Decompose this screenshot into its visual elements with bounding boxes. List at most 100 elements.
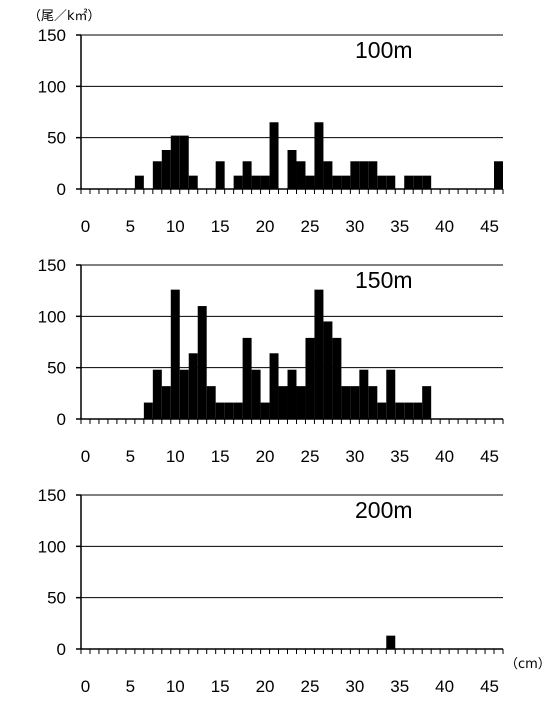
x-tick-label-45: 45 bbox=[480, 677, 499, 696]
bar-150m-32 bbox=[368, 386, 378, 419]
bar-200m-34 bbox=[386, 635, 396, 649]
panel-depth-label: 150m bbox=[355, 267, 413, 293]
x-tick-label-35: 35 bbox=[390, 447, 409, 466]
y-tick-label-0: 0 bbox=[57, 410, 66, 429]
x-tick-label-20: 20 bbox=[256, 217, 275, 236]
bar-100m-19 bbox=[251, 175, 261, 189]
x-tick-label-10: 10 bbox=[166, 677, 185, 696]
bar-150m-12 bbox=[188, 353, 198, 419]
x-tick-label-15: 15 bbox=[211, 677, 230, 696]
bar-100m-36 bbox=[404, 175, 414, 189]
x-tick-label-30: 30 bbox=[345, 217, 364, 236]
x-axis-unit-label: （cm） bbox=[505, 657, 548, 672]
y-tick-label-150: 150 bbox=[38, 486, 66, 505]
y-tick-label-50: 50 bbox=[47, 589, 66, 608]
y-tick-label-50: 50 bbox=[47, 359, 66, 378]
bar-100m-17 bbox=[233, 175, 243, 189]
x-tick-label-20: 20 bbox=[256, 677, 275, 696]
bar-100m-23 bbox=[287, 149, 297, 189]
x-tick-label-40: 40 bbox=[435, 447, 454, 466]
bar-150m-28 bbox=[332, 337, 342, 419]
y-tick-label-50: 50 bbox=[47, 129, 66, 148]
x-tick-label-45: 45 bbox=[480, 217, 499, 236]
x-tick-label-30: 30 bbox=[345, 677, 364, 696]
panel-3: 0 50 100 150 0 5 10 15 20 25 30 35 40 45 200m bbox=[38, 486, 504, 696]
x-tick-label-10: 10 bbox=[166, 217, 185, 236]
x-tick-label-20: 20 bbox=[256, 447, 275, 466]
y-tick-label-150: 150 bbox=[38, 256, 66, 275]
y-tick-label-0: 0 bbox=[57, 640, 66, 659]
bar-150m-9 bbox=[161, 386, 171, 419]
bar-150m-31 bbox=[359, 369, 369, 419]
bar-100m-31 bbox=[359, 161, 369, 189]
x-tick-label-35: 35 bbox=[390, 217, 409, 236]
bar-100m-34 bbox=[386, 175, 396, 189]
x-tick-label-25: 25 bbox=[300, 447, 319, 466]
bar-150m-26 bbox=[314, 289, 324, 419]
bar-100m-10 bbox=[170, 135, 180, 189]
x-tick-label-40: 40 bbox=[435, 217, 454, 236]
bar-150m-19 bbox=[251, 369, 261, 419]
bar-150m-37 bbox=[413, 402, 423, 419]
bar-100m-8 bbox=[152, 161, 162, 189]
bar-100m-15 bbox=[215, 161, 225, 189]
bar-150m-35 bbox=[395, 402, 405, 419]
bar-150m-8 bbox=[152, 369, 162, 419]
panel-depth-label: 200m bbox=[355, 497, 413, 523]
x-tick-label-5: 5 bbox=[126, 217, 135, 236]
bar-150m-18 bbox=[242, 337, 252, 419]
bar-100m-12 bbox=[188, 175, 198, 189]
bar-100m-29 bbox=[341, 175, 351, 189]
bar-100m-27 bbox=[323, 161, 333, 189]
bar-150m-36 bbox=[404, 402, 414, 419]
bar-150m-38 bbox=[422, 386, 432, 419]
bar-150m-27 bbox=[323, 321, 333, 419]
bar-100m-24 bbox=[296, 161, 306, 189]
bar-150m-30 bbox=[350, 386, 360, 419]
bar-150m-20 bbox=[260, 402, 270, 419]
x-tick-label-25: 25 bbox=[300, 677, 319, 696]
panel-1: 0 50 100 150 0 5 10 15 20 25 30 35 40 45 100m bbox=[38, 26, 504, 236]
bar-100m-20 bbox=[260, 175, 270, 189]
x-tick-label-45: 45 bbox=[480, 447, 499, 466]
bar-150m-16 bbox=[224, 402, 234, 419]
bar-100m-38 bbox=[422, 175, 432, 189]
y-tick-label-100: 100 bbox=[38, 77, 66, 96]
bar-150m-7 bbox=[143, 402, 153, 419]
bar-100m-11 bbox=[179, 135, 189, 189]
bar-150m-21 bbox=[269, 353, 279, 419]
bar-150m-34 bbox=[386, 369, 396, 419]
x-tick-label-5: 5 bbox=[126, 447, 135, 466]
bar-150m-25 bbox=[305, 337, 315, 419]
y-tick-label-100: 100 bbox=[38, 537, 66, 556]
panel-2: 0 50 100 150 0 5 10 15 20 25 30 35 40 45 150m bbox=[38, 256, 504, 466]
bar-100m-37 bbox=[413, 175, 423, 189]
bar-100m-9 bbox=[161, 149, 171, 189]
x-tick-label-35: 35 bbox=[390, 677, 409, 696]
x-tick-label-15: 15 bbox=[211, 217, 230, 236]
bar-100m-33 bbox=[377, 175, 387, 189]
bar-150m-24 bbox=[296, 386, 306, 419]
bar-100m-30 bbox=[350, 161, 360, 189]
bar-150m-14 bbox=[206, 386, 216, 419]
bar-150m-17 bbox=[233, 402, 243, 419]
bar-150m-13 bbox=[197, 306, 207, 419]
x-tick-label-0: 0 bbox=[81, 217, 90, 236]
y-axis-unit-label: （尾／k㎡） bbox=[28, 9, 101, 24]
x-tick-label-15: 15 bbox=[211, 447, 230, 466]
x-tick-label-30: 30 bbox=[345, 447, 364, 466]
x-tick-label-0: 0 bbox=[81, 677, 90, 696]
bar-100m-25 bbox=[305, 175, 315, 189]
bar-150m-33 bbox=[377, 402, 387, 419]
y-tick-label-100: 100 bbox=[38, 307, 66, 326]
y-tick-label-0: 0 bbox=[57, 180, 66, 199]
bar-100m-6 bbox=[134, 175, 144, 189]
x-tick-label-10: 10 bbox=[166, 447, 185, 466]
bar-150m-11 bbox=[179, 369, 189, 419]
bar-100m-46 bbox=[494, 161, 503, 189]
x-tick-label-5: 5 bbox=[126, 677, 135, 696]
x-tick-label-25: 25 bbox=[300, 217, 319, 236]
bar-150m-22 bbox=[278, 386, 288, 419]
bar-100m-21 bbox=[269, 122, 279, 189]
